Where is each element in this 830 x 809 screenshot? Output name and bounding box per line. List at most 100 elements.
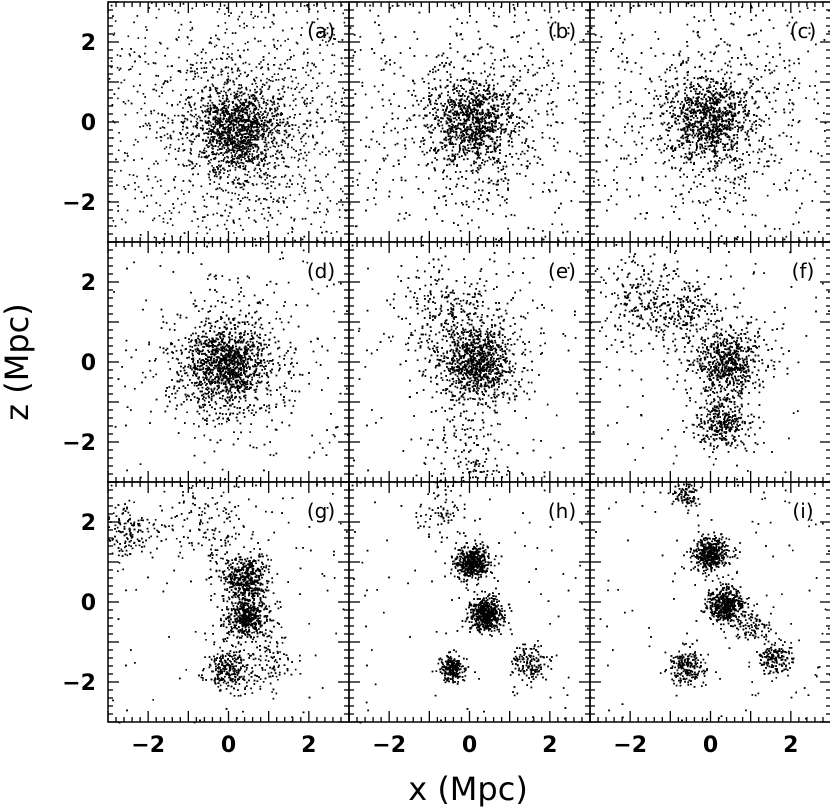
data-point [113, 32, 116, 35]
data-point [153, 217, 156, 220]
data-point [338, 116, 341, 118]
data-point [231, 134, 233, 137]
data-point [246, 105, 248, 107]
data-point [214, 123, 217, 126]
data-point [250, 142, 253, 144]
data-point [134, 197, 136, 200]
data-point [239, 118, 242, 120]
data-point [177, 138, 180, 141]
data-point [201, 110, 203, 112]
data-point [250, 94, 253, 97]
data-point [183, 115, 185, 117]
data-point [256, 139, 258, 141]
data-point [272, 97, 274, 100]
data-point [277, 145, 280, 147]
data-point [333, 54, 336, 57]
data-point [248, 129, 251, 132]
data-point [325, 146, 327, 149]
data-point [237, 147, 239, 150]
data-point [266, 120, 269, 123]
data-point [262, 208, 265, 210]
data-point [212, 139, 214, 141]
data-point [241, 162, 243, 164]
data-point [302, 86, 305, 89]
data-point [236, 141, 239, 144]
data-point [285, 129, 287, 132]
data-point [264, 110, 266, 113]
data-point [244, 98, 246, 101]
data-point [221, 70, 224, 72]
data-point [225, 100, 228, 102]
data-point [218, 171, 221, 173]
data-point [182, 180, 185, 182]
data-point [155, 137, 158, 139]
data-point [248, 158, 251, 161]
data-point [235, 119, 238, 122]
data-point [284, 197, 287, 200]
data-point [210, 195, 212, 198]
data-point [180, 189, 183, 192]
data-point [221, 102, 224, 104]
data-point [261, 126, 263, 128]
data-point [224, 22, 227, 24]
data-point [255, 129, 257, 132]
data-point [206, 232, 209, 235]
data-point [244, 133, 247, 135]
data-point [264, 137, 267, 139]
data-point [209, 228, 211, 231]
data-point [302, 182, 305, 184]
data-point [148, 122, 150, 125]
data-point [223, 172, 225, 174]
data-point [238, 69, 241, 72]
data-point [158, 8, 160, 11]
data-point [298, 193, 301, 196]
data-point [192, 89, 195, 91]
data-point [252, 134, 254, 137]
data-point [242, 140, 245, 143]
data-point [316, 125, 319, 128]
data-point [200, 106, 202, 108]
data-point [287, 146, 289, 149]
data-point [127, 35, 130, 38]
data-point [210, 143, 213, 146]
data-point [203, 216, 206, 218]
data-point [116, 54, 119, 56]
data-point [219, 114, 222, 117]
data-point [324, 7, 327, 9]
data-point [291, 231, 293, 233]
data-point [188, 101, 190, 104]
data-point [306, 64, 309, 67]
data-point [276, 199, 279, 201]
data-point [212, 157, 215, 160]
data-point [194, 102, 196, 105]
data-point [220, 109, 222, 111]
data-point [225, 137, 228, 140]
data-point [239, 149, 242, 152]
data-point [221, 134, 224, 137]
data-point [169, 218, 172, 220]
data-point [183, 165, 185, 167]
data-point [262, 152, 264, 155]
data-point [262, 56, 265, 58]
data-point [263, 173, 266, 176]
data-point [273, 44, 275, 46]
data-point [300, 34, 302, 36]
data-point [212, 138, 214, 140]
data-point [227, 147, 229, 149]
data-point [219, 165, 221, 168]
data-point [333, 70, 335, 73]
data-point [228, 100, 230, 103]
data-point [193, 138, 196, 141]
data-point [294, 88, 296, 90]
data-point [276, 97, 279, 100]
data-point [244, 157, 246, 160]
data-point [274, 137, 276, 140]
data-point [237, 109, 240, 112]
data-point [186, 126, 188, 129]
data-point [275, 114, 277, 116]
data-point [193, 70, 196, 73]
data-point [305, 84, 307, 86]
data-point [292, 99, 295, 102]
data-point [247, 74, 249, 76]
data-point [229, 127, 232, 130]
